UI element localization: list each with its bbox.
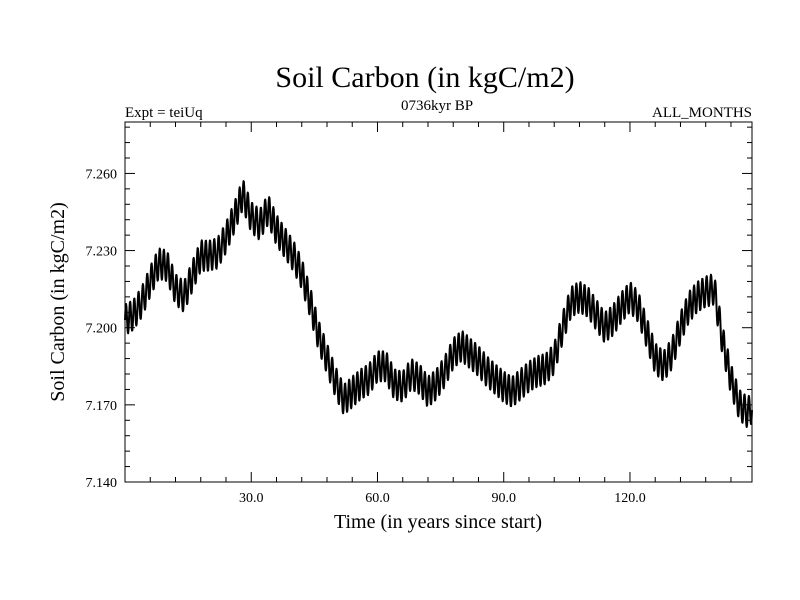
axis-tick-labels: 30.0 60.0 90.0 120.0 7.140 7.170 7.200 7.230 7.2…: [86, 167, 646, 506]
soil-carbon-series-line: [124, 180, 753, 428]
x-tick-label: 90.0: [491, 491, 516, 506]
plot-frame: [124, 121, 753, 483]
y-tick-label: 7.260: [86, 167, 118, 182]
y-axis-label: Soil Carbon (in kgC/m2): [47, 202, 69, 401]
x-tick-label: 60.0: [365, 491, 390, 506]
experiment-label: Expt = teiUq: [125, 105, 203, 121]
period-label: 0736kyr BP: [401, 98, 473, 114]
axis-ticks: [125, 122, 752, 483]
chart-title: Soil Carbon (in kgC/m2): [275, 61, 574, 94]
y-tick-label: 7.230: [86, 245, 118, 260]
x-tick-label: 30.0: [239, 491, 264, 506]
x-tick-label: 120.0: [614, 491, 646, 506]
y-tick-label: 7.200: [86, 322, 118, 337]
y-tick-label: 7.140: [86, 476, 118, 491]
x-axis-label: Time (in years since start): [334, 511, 542, 533]
series-layer: [124, 180, 753, 428]
months-label: ALL_MONTHS: [652, 105, 752, 121]
y-tick-label: 7.170: [86, 399, 118, 414]
